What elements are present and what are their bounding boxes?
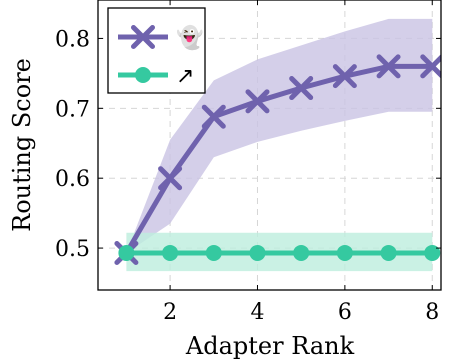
point-series-1 [249,245,265,261]
y-tick-label: 0.8 [55,27,90,52]
legend: 👻 ↗ [108,8,205,93]
point-series-1 [381,245,397,261]
legend-label: ↗ [176,64,194,89]
y-tick-label: 0.5 [55,237,90,262]
legend-label: 👻 [176,24,203,51]
x-tick-label: 6 [338,300,352,325]
point-series-1 [118,245,134,261]
x-tick-label: 2 [163,300,177,325]
point-series-1 [293,245,309,261]
x-tick-label: 4 [250,300,264,325]
x-axis-label: Adapter Rank [185,332,355,360]
y-tick-label: 0.6 [55,167,90,192]
y-tick-label: 0.7 [55,97,90,122]
legend-marker-circle [135,67,151,83]
point-series-1 [424,245,440,261]
y-axis-label: Routing Score [8,58,36,232]
x-tick-label: 8 [425,300,439,325]
point-series-1 [162,245,178,261]
point-series-1 [337,245,353,261]
point-series-1 [206,245,222,261]
